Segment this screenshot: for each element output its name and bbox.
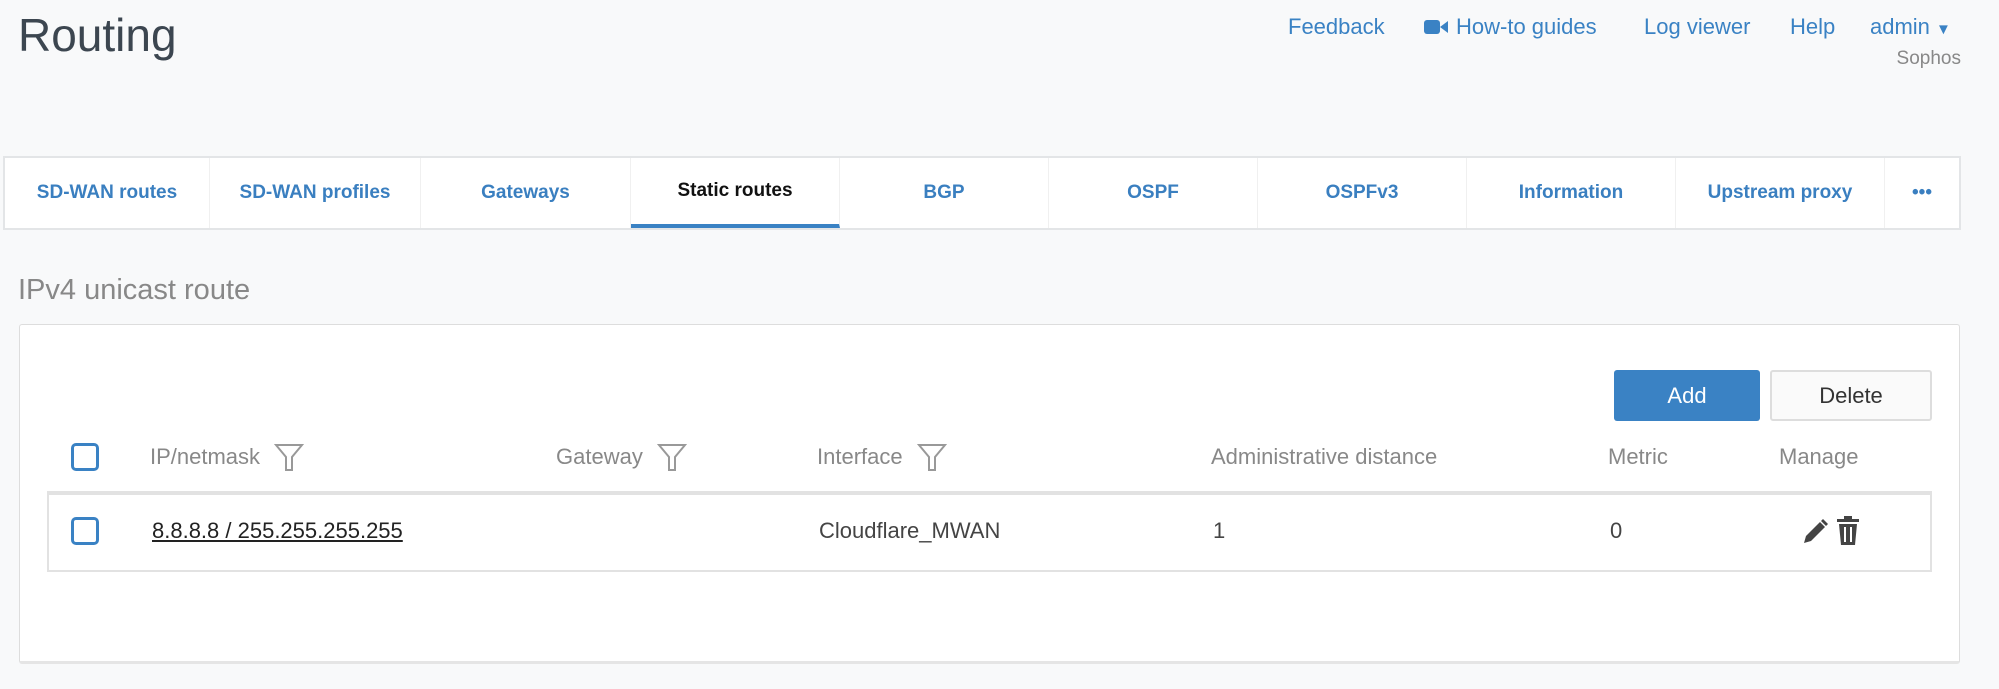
select-all-checkbox[interactable] — [71, 443, 99, 471]
column-label: Gateway — [556, 444, 643, 469]
caret-down-icon: ▼ — [1936, 21, 1951, 38]
filter-icon[interactable] — [916, 442, 947, 472]
user-menu[interactable]: admin ▼ — [1870, 14, 1951, 40]
user-name: admin — [1870, 14, 1930, 39]
tab-information[interactable]: Information — [1467, 158, 1676, 228]
help-link[interactable]: Help — [1790, 14, 1836, 39]
more-tabs-icon[interactable]: ••• — [1912, 182, 1932, 203]
add-button[interactable]: Add — [1614, 370, 1760, 421]
interface-cell: Cloudflare_MWAN — [819, 518, 1001, 543]
video-camera-icon — [1424, 20, 1448, 34]
column-gateway: Gateway — [556, 442, 687, 472]
delete-button[interactable]: Delete — [1770, 370, 1932, 421]
column-interface: Interface — [817, 442, 947, 472]
feedback-link[interactable]: Feedback — [1288, 14, 1385, 39]
tab-sdwan-routes[interactable]: SD-WAN routes — [5, 158, 210, 228]
metric-cell: 0 — [1610, 518, 1623, 543]
org-name: Sophos — [1896, 48, 1961, 69]
row-checkbox[interactable] — [71, 517, 99, 545]
admin-distance-cell: 1 — [1213, 518, 1226, 543]
section-title: IPv4 unicast route — [18, 274, 251, 306]
tab-upstream-proxy[interactable]: Upstream proxy — [1676, 158, 1885, 228]
column-metric: Metric — [1608, 444, 1668, 469]
ip-netmask-link[interactable]: 8.8.8.8 / 255.255.255.255 — [152, 518, 403, 543]
filter-icon[interactable] — [274, 442, 305, 472]
column-admin-distance: Administrative distance — [1211, 444, 1438, 469]
page-title: Routing — [18, 9, 177, 61]
trash-icon[interactable] — [1836, 515, 1860, 547]
tab-sdwan-profiles[interactable]: SD-WAN profiles — [210, 158, 421, 228]
tab-ospf[interactable]: OSPF — [1049, 158, 1258, 228]
tab-static-routes[interactable]: Static routes — [631, 158, 840, 228]
howto-guides-label: How-to guides — [1456, 14, 1597, 39]
tab-bgp[interactable]: BGP — [840, 158, 1049, 228]
column-manage: Manage — [1779, 444, 1859, 469]
tab-gateways[interactable]: Gateways — [421, 158, 631, 228]
column-label: IP/netmask — [150, 444, 261, 469]
howto-guides-link[interactable]: How-to guides — [1424, 14, 1597, 40]
filter-icon[interactable] — [656, 442, 687, 472]
edit-pencil-icon[interactable] — [1800, 517, 1828, 547]
table-row — [47, 491, 1932, 572]
tab-bar: SD-WAN routes SD-WAN profiles Gateways S… — [3, 156, 1961, 230]
log-viewer-link[interactable]: Log viewer — [1644, 14, 1751, 39]
column-ip-netmask: IP/netmask — [150, 442, 305, 472]
tab-ospfv3[interactable]: OSPFv3 — [1258, 158, 1467, 228]
column-label: Interface — [817, 444, 903, 469]
